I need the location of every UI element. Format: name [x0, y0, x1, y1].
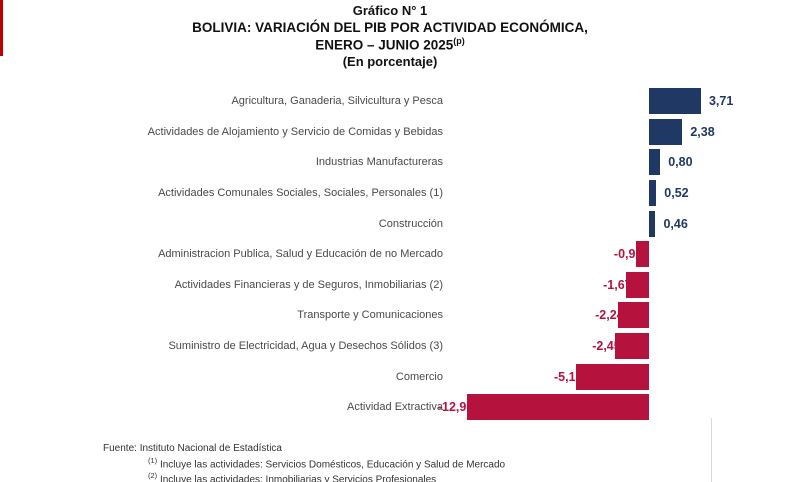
bar: [625, 271, 649, 298]
value-label: 0,52: [664, 186, 689, 201]
value-label: -0,90: [613, 247, 643, 262]
page-edge-gray-line: [711, 418, 712, 482]
category-label: Administracion Publica, Salud y Educació…: [158, 248, 443, 261]
value-label: -2,24: [595, 308, 624, 323]
value-label: -5,18: [553, 369, 583, 384]
page-edge-red-line: [0, 0, 3, 56]
bar-area: 0,46: [449, 208, 792, 239]
bar-area: -12,98: [438, 392, 792, 423]
chart-row: Industrias Manufactureras 0,80: [0, 147, 792, 178]
bar: [467, 394, 649, 421]
chart-row: Construcción 0,46: [0, 208, 792, 239]
category-label: Construcción: [378, 217, 443, 230]
chart-row: Actividades Comunales Sociales, Sociales…: [0, 178, 792, 209]
bar: [614, 333, 649, 360]
category-label: Agricultura, Ganaderia, Silvicultura y P…: [231, 95, 443, 108]
bar-area: -2,24: [449, 300, 792, 331]
bar: [617, 302, 649, 329]
category-label: Actividades Comunales Sociales, Sociales…: [158, 187, 443, 200]
footnote-1-superscript: (1): [148, 455, 158, 465]
chart-row: Actividades de Alojamiento y Servicio de…: [0, 117, 792, 148]
footnote-2: (2) Incluye las actividades: Inmobiliari…: [148, 471, 505, 482]
bar: [576, 363, 649, 390]
chart-row: Suministro de Electricidad, Agua y Desec…: [0, 331, 792, 362]
footnote-1: (1) Incluye las actividades: Servicios D…: [148, 456, 505, 472]
value-label: 0,46: [663, 216, 688, 231]
source-line: Fuente: Instituto Nacional de Estadístic…: [103, 443, 282, 454]
chart-title-block: Gráfico N° 1 BOLIVIA: VARIACIÓN DEL PIB …: [0, 3, 780, 69]
bar: [649, 210, 656, 237]
chart-main-title: BOLIVIA: VARIACIÓN DEL PIB POR ACTIVIDAD…: [192, 20, 588, 35]
chart-number-title: Gráfico N° 1: [352, 3, 428, 18]
bar: [636, 241, 649, 268]
chart-row: Comercio -5,18: [0, 361, 792, 392]
value-label: 0,80: [668, 155, 693, 170]
chart-row: Agricultura, Ganaderia, Silvicultura y P…: [0, 86, 792, 117]
category-label: Actividad Extractiva: [347, 401, 443, 414]
footnote-2-superscript: (2): [148, 471, 158, 481]
bar: [649, 180, 657, 207]
category-label: Transporte y Comunicaciones: [297, 309, 443, 322]
chart-row: Actividades Financieras y de Seguros, In…: [0, 270, 792, 301]
chart-row: Administracion Publica, Salud y Educació…: [0, 239, 792, 270]
bar-area: 2,38: [449, 117, 792, 148]
footnote-1-text: Incluye las actividades: Servicios Domés…: [157, 458, 506, 470]
category-label: Comercio: [395, 370, 443, 383]
bar-area: 0,52: [449, 178, 792, 209]
bar: [649, 118, 683, 145]
bar-area: 3,71: [449, 86, 792, 117]
category-label: Actividades de Alojamiento y Servicio de…: [147, 125, 443, 138]
chart-unit-title: (En porcentaje): [342, 53, 438, 69]
category-label: Industrias Manufactureras: [315, 156, 443, 169]
value-label: 2,38: [690, 124, 715, 139]
category-label: Actividades Financieras y de Seguros, In…: [174, 278, 443, 291]
chart-period-text: ENERO – JUNIO 2025: [315, 37, 454, 53]
footer-block: Fuente: Instituto Nacional de Estadístic…: [103, 443, 505, 482]
bar-area: -1,67: [449, 270, 792, 301]
value-label: 3,71: [708, 94, 734, 109]
bar: [649, 149, 661, 176]
chart-period-superscript: (p): [453, 36, 465, 46]
bar-area: 0,80: [449, 147, 792, 178]
chart-row: Transporte y Comunicaciones -2,24: [0, 300, 792, 331]
chart-row: Actividad Extractiva -12,98: [0, 392, 792, 423]
footnote-2-text: Incluye las actividades: Inmobiliarias y…: [157, 474, 437, 482]
bar-chart: Agricultura, Ganaderia, Silvicultura y P…: [0, 86, 792, 423]
category-label: Suministro de Electricidad, Agua y Desec…: [168, 340, 443, 353]
value-label: -2,45: [592, 339, 621, 354]
value-label: -12,98: [437, 400, 474, 415]
chart-period-title: ENERO – JUNIO 2025(p): [0, 36, 780, 53]
bar-area: -2,45: [449, 331, 792, 362]
bar-area: -5,18: [449, 361, 792, 392]
value-label: -1,67: [603, 277, 632, 292]
bar-area: -0,90: [449, 239, 792, 270]
bar: [649, 88, 701, 115]
